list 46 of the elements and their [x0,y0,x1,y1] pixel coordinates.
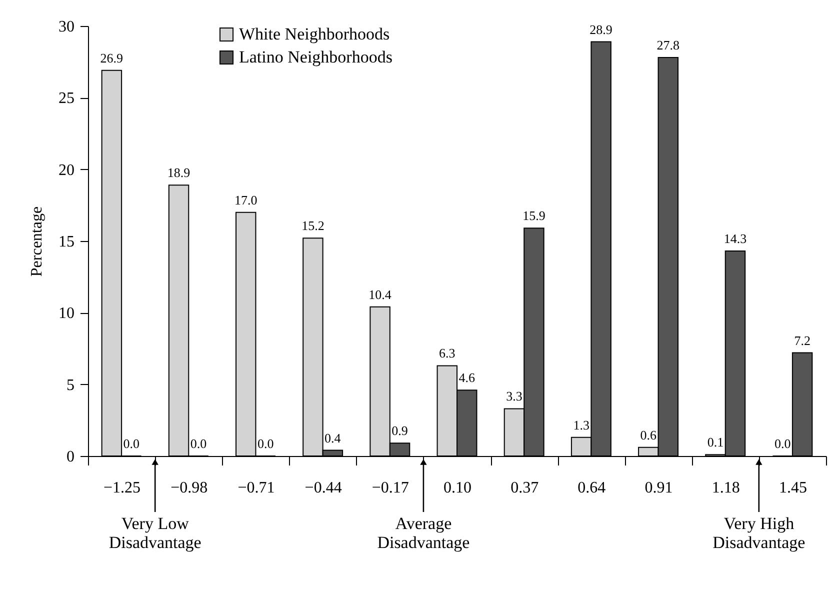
x-tick-label: −0.44 [304,480,342,496]
y-tick-label: 0 [66,448,74,466]
legend-label: Latino Neighborhoods [239,48,392,66]
data-label: 0.4 [324,430,342,446]
y-axis-title: Percentage [28,206,46,277]
x-tick-label: 0.64 [578,480,606,496]
text: Very High Disadvantage [712,514,806,552]
x-tick-label: 0.37 [510,480,539,496]
data-label: 0.0 [257,436,274,451]
legend-label: White Neighborhoods [239,24,390,44]
data-label: 0.9 [392,423,408,438]
data-label: 1.3 [573,417,590,432]
x-tick-label: −0.17 [372,480,409,496]
y-tick-label: 30 [58,18,74,36]
data-label: 14.3 [724,231,747,246]
data-label: 4.6 [458,370,476,386]
data-label: 26.9 [100,50,124,66]
x-tick-label: 1.45 [778,480,807,496]
x-tick-label: 0.91 [644,480,673,496]
data-label: 0.0 [123,436,140,451]
y-tick-label: 15 [58,234,74,250]
y-tick-label: 20 [58,162,74,179]
data-label: 15.2 [302,218,324,234]
data-label: 0.6 [640,427,658,442]
text: Average Disadvantage [377,514,470,552]
data-label: 17.0 [234,192,258,208]
data-label: 0.0 [774,436,791,451]
data-label: 7.2 [794,332,810,348]
data-label: 0.1 [707,434,724,450]
x-tick-label: −0.98 [170,480,208,496]
x-tick-label: −1.25 [104,480,141,496]
data-label: 10.4 [368,286,392,302]
data-label: 18.9 [167,165,190,180]
y-tick-label: 5 [66,376,74,394]
data-label: 0.0 [190,436,207,451]
text: Very Low Disadvantage [108,514,202,552]
data-label: 27.8 [656,38,680,53]
y-tick-label: 25 [58,90,74,108]
data-label: 15.9 [522,208,546,224]
data-label: 28.9 [590,22,612,37]
y-tick-label: 10 [58,305,74,322]
x-tick-label: −0.71 [238,480,275,496]
data-label: 6.3 [439,346,456,361]
x-tick-label: 1.18 [712,480,740,496]
x-tick-label: 0.10 [444,480,472,496]
data-label: 3.3 [506,388,522,404]
